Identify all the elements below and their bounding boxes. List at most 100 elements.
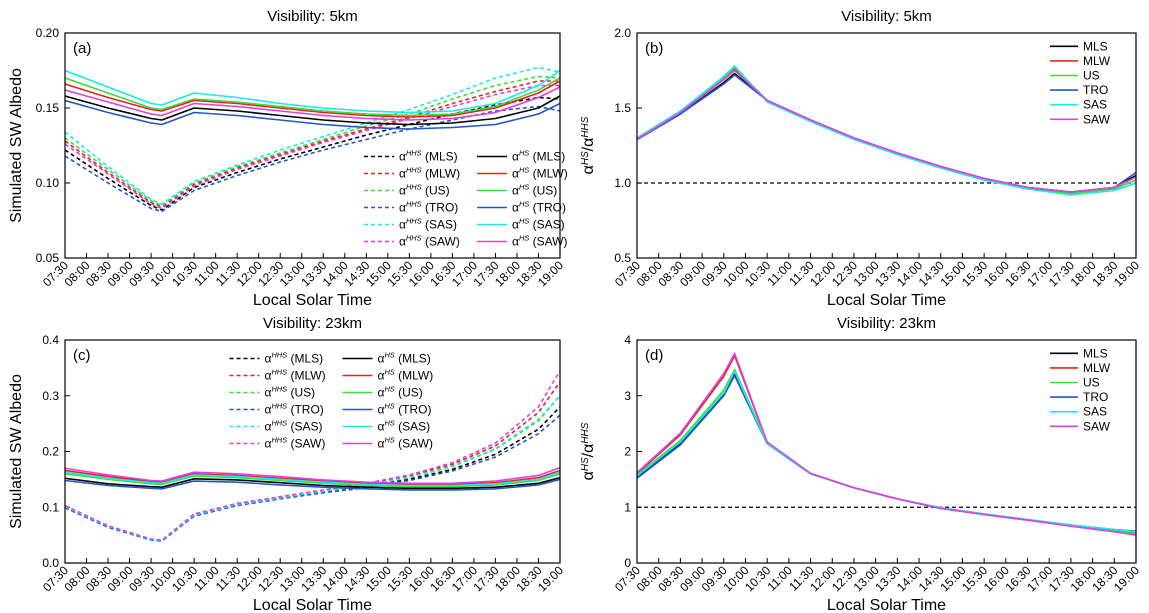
series-line: [65, 80, 560, 118]
series-line: [65, 99, 560, 130]
legend-label: αHHS (MLS): [399, 149, 458, 164]
series-line: [65, 395, 560, 542]
legend: αHHS (MLS) αHHS (MLW) αHHS (US) αHHS (TRO) α…: [229, 351, 434, 451]
series-line: [65, 105, 560, 213]
legend-label: αHS (TRO): [378, 402, 432, 417]
legend-label: αHHS (TRO): [399, 200, 458, 215]
legend-label: αHHS (US): [399, 183, 450, 198]
series-line: [65, 476, 560, 490]
legend-label: MLS: [1083, 346, 1108, 360]
x-axis-label: Local Solar Time: [827, 292, 946, 309]
series-line: [65, 75, 560, 207]
y-tick-label: 0.3: [42, 389, 59, 403]
legend-label: αHS (US): [378, 385, 423, 400]
y-tick-label: 4: [624, 333, 631, 347]
series-line: [65, 469, 560, 486]
legend-label: SAW: [1083, 419, 1111, 433]
legend-label: αHHS (SAW): [265, 436, 326, 451]
legend-label: αHHS (MLS): [265, 351, 324, 366]
panel-label: (d): [645, 347, 663, 364]
legend-label: αHHS (SAW): [399, 234, 460, 249]
legend-label: αHS (MLS): [512, 149, 565, 164]
legend-label: SAS: [1083, 98, 1107, 112]
plot-frame: [636, 32, 1137, 259]
series-line: [65, 77, 560, 117]
y-tick-label: 2: [624, 445, 631, 459]
plot-frame: [636, 339, 1137, 564]
x-tick-label: 19:00: [1111, 258, 1142, 289]
y-tick-label: 1: [624, 500, 631, 514]
series-line: [637, 69, 1136, 193]
x-axis-label: Local Solar Time: [253, 292, 372, 309]
chart-title: Visibility: 23km: [837, 315, 936, 332]
legend-label: TRO: [1083, 390, 1108, 404]
series-line: [637, 74, 1136, 193]
legend-label: αHS (US): [512, 183, 557, 198]
series-line: [637, 370, 1136, 533]
panel: 0123407:3008:0008:3009:0009:3010:0010:30…: [580, 315, 1142, 613]
x-tick-label: 19:00: [535, 258, 566, 289]
legend-label: US: [1083, 376, 1100, 390]
y-axis-label: αHS/αHHS: [580, 422, 597, 480]
y-tick-label: 0.2: [42, 445, 59, 459]
series-line: [65, 370, 560, 541]
legend-label: TRO: [1083, 83, 1108, 97]
series-line: [65, 96, 560, 211]
legend-label: αHHS (MLW): [265, 368, 326, 383]
y-tick-label: 0.1: [42, 500, 59, 514]
legend-label: US: [1083, 69, 1100, 83]
panel-label: (a): [73, 40, 91, 57]
y-tick-label: 3: [624, 389, 631, 403]
legend-label: MLS: [1083, 39, 1108, 53]
legend-label: αHS (MLW): [378, 368, 434, 383]
x-axis-label: Local Solar Time: [253, 597, 372, 613]
legend-label: αHHS (MLW): [399, 166, 460, 181]
series-line: [65, 478, 560, 491]
x-tick-label: 19:00: [535, 563, 566, 594]
panel: 0.050.100.150.2007:3008:0008:3009:0009:3…: [8, 8, 568, 309]
x-tick-label: 19:00: [1111, 563, 1142, 594]
legend-label: SAW: [1083, 112, 1111, 126]
legend-label: αHHS (US): [265, 385, 316, 400]
y-tick-label: 1.5: [614, 101, 631, 115]
legend-label: αHS (MLW): [512, 166, 568, 181]
legend-label: αHHS (SAS): [399, 217, 457, 232]
y-tick-label: 0: [624, 556, 631, 570]
legend-label: MLW: [1083, 361, 1111, 375]
series-line: [65, 473, 560, 488]
series-line: [65, 466, 560, 485]
series-line: [65, 69, 560, 114]
chart-title: Visibility: 5km: [841, 8, 932, 25]
panel-label: (c): [73, 347, 91, 364]
legend-label: αHS (MLS): [378, 351, 431, 366]
legend-label: αHS (SAS): [512, 217, 565, 232]
series-line: [637, 72, 1136, 193]
y-tick-label: 0.05: [36, 251, 60, 265]
y-tick-label: 1.0: [614, 176, 631, 190]
y-tick-label: 0.0: [42, 556, 59, 570]
y-axis-label: Simulated SW Albedo: [8, 68, 25, 223]
chart-title: Visibility: 5km: [267, 8, 358, 25]
plot-frame: [64, 32, 561, 259]
panel: 0.00.10.20.30.407:3008:0008:3009:0009:30…: [8, 315, 566, 613]
legend-label: αHS (TRO): [512, 200, 566, 215]
y-tick-label: 2.0: [614, 26, 631, 40]
chart-title: Visibility: 23km: [263, 315, 362, 332]
series-line: [65, 66, 560, 205]
series-line: [637, 352, 1136, 536]
legend-label: αHS (SAW): [378, 436, 434, 451]
series-line: [65, 86, 560, 121]
series-line: [65, 95, 560, 126]
y-tick-label: 0.10: [36, 176, 60, 190]
series-line: [65, 80, 560, 208]
legend-label: αHHS (SAS): [265, 419, 323, 434]
series-line: [637, 374, 1136, 533]
legend-label: SAS: [1083, 405, 1107, 419]
series-line: [637, 368, 1136, 535]
series-line: [65, 471, 560, 487]
legend-label: αHS (SAS): [378, 419, 431, 434]
panel: 0.51.01.52.007:3008:0008:3009:0009:3010:…: [580, 8, 1142, 309]
y-axis-label: αHS/αHHS: [580, 116, 597, 174]
